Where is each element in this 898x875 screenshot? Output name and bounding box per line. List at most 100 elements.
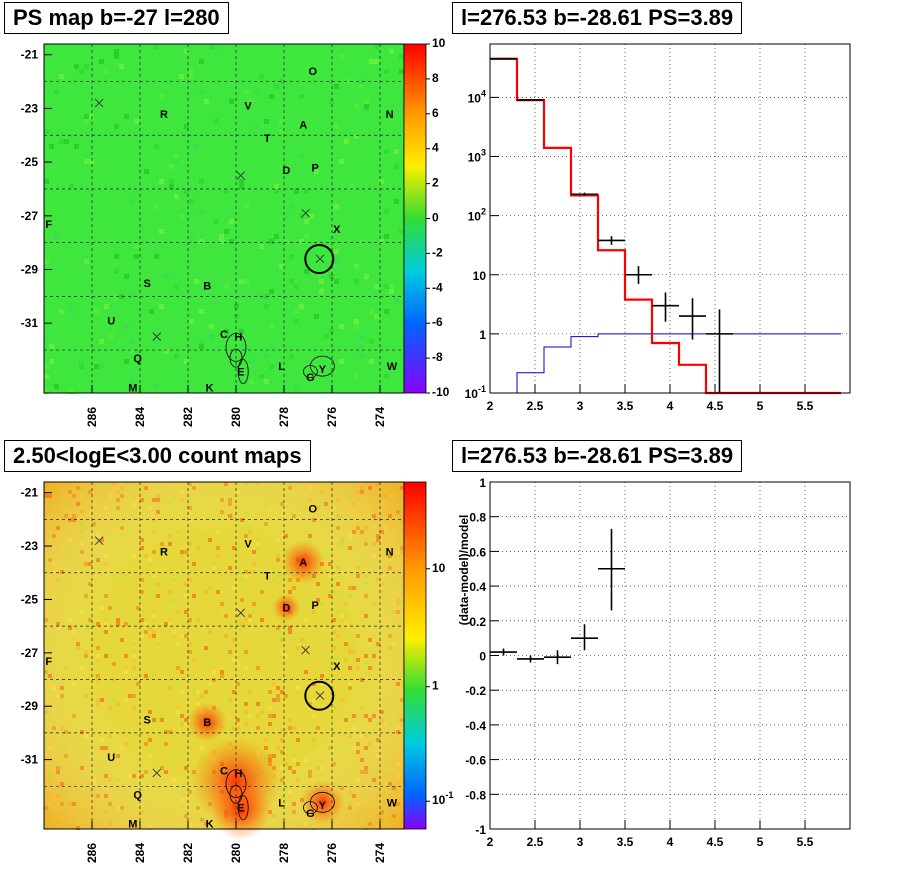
ps-map-pixel xyxy=(119,294,124,299)
count-map-source-label: V xyxy=(244,538,252,550)
ps-map-pixel xyxy=(84,259,89,264)
count-map-source-label: G xyxy=(306,808,315,820)
ps-map-pixel xyxy=(49,144,54,149)
ps-map-pixel xyxy=(194,144,199,149)
ps-map-pixel xyxy=(259,374,264,379)
ps-map-y-tick-label: -21 xyxy=(21,48,39,62)
count-map-source-label: W xyxy=(387,797,398,809)
ps-map-source-label: W xyxy=(387,361,398,373)
ps-map-pixel xyxy=(174,284,179,289)
ps-map-pixel xyxy=(164,349,169,354)
count-map-source-label: O xyxy=(309,504,318,516)
ps-map-pixel xyxy=(334,124,339,129)
ps-map-pixel xyxy=(384,209,389,214)
ps-map-pixel xyxy=(199,309,204,314)
ps-map-pixel xyxy=(339,359,344,364)
ps-map-pixel xyxy=(129,199,134,204)
ps-map-pixel xyxy=(369,359,374,364)
spectrum-x-tick-label: 5.5 xyxy=(797,399,814,413)
ps-map-pixel xyxy=(379,239,384,244)
count-map-source-label: U xyxy=(107,752,115,764)
ps-map-pixel xyxy=(199,344,204,349)
ps-map-pixel xyxy=(209,334,214,339)
ps-map-source-label: C xyxy=(220,329,228,341)
ps-map-pixel xyxy=(364,104,369,109)
ps-map-x-tick-label: 274 xyxy=(373,407,387,427)
ps-map-pixel xyxy=(364,109,369,114)
residual-data-point xyxy=(571,624,598,651)
count-map-x-tick-label: 282 xyxy=(181,843,195,863)
ps-map-pixel xyxy=(79,359,84,364)
ps-map-source-label: P xyxy=(312,162,319,174)
ps-map-pixel xyxy=(159,94,164,99)
ps-map-pixel xyxy=(134,119,139,124)
ps-map-pixel xyxy=(379,179,384,184)
ps-map-pixel xyxy=(44,389,49,394)
spectrum-x-tick-label: 5 xyxy=(757,399,764,413)
ps-map-pixel xyxy=(199,339,204,344)
ps-map-pixel xyxy=(249,359,254,364)
ps-map-pixel xyxy=(174,159,179,164)
ps-map-pixel xyxy=(224,329,229,334)
ps-map-pixel xyxy=(224,189,229,194)
ps-map-pixel xyxy=(384,149,389,154)
ps-map-pixel xyxy=(79,69,84,74)
count-map-y-tick-label: -25 xyxy=(21,592,39,606)
count-map-source-label: K xyxy=(206,819,214,831)
ps-map-pixel xyxy=(44,374,49,379)
count-map-source-label: X xyxy=(333,661,341,673)
ps-map-pixel xyxy=(174,154,179,159)
ps-map-pixel xyxy=(199,179,204,184)
ps-map-pixel xyxy=(229,219,234,224)
count-map-source-label: A xyxy=(299,557,307,569)
ps-map-source-label: D xyxy=(282,165,290,177)
spectrum-x-tick-label: 3 xyxy=(577,399,584,413)
ps-map-pixel xyxy=(134,349,139,354)
count-map-source-label: S xyxy=(144,715,151,727)
ps-map-pixel xyxy=(159,304,164,309)
spectrum-data-point xyxy=(571,192,598,196)
ps-map-pixel xyxy=(69,309,74,314)
count-map-source-label: H xyxy=(234,768,242,780)
ps-map-pixel xyxy=(164,274,169,279)
ps-map-pixel xyxy=(189,319,194,324)
ps-map-pixel xyxy=(359,84,364,89)
residual-data-point xyxy=(490,648,517,656)
ps-map-pixel xyxy=(304,234,309,239)
ps-map-pixel xyxy=(249,379,254,384)
ps-map-pixel xyxy=(99,364,104,369)
ps-map-pixel xyxy=(129,339,134,344)
ps-map-pixel xyxy=(199,89,204,94)
ps-map-pixel xyxy=(309,374,314,379)
count-map-contour xyxy=(237,795,249,821)
count-map-source-label: P xyxy=(312,600,319,612)
ps-map-pixel xyxy=(329,329,334,334)
ps-map-pixel xyxy=(84,64,89,69)
ps-map-pixel xyxy=(359,354,364,359)
ps-map-pixel xyxy=(309,214,314,219)
ps-map-pixel xyxy=(204,99,209,104)
ps-map-pixel xyxy=(214,219,219,224)
ps-map-pixel xyxy=(149,309,154,314)
ps-map-source-label: K xyxy=(206,383,214,395)
ps-map-pixel xyxy=(244,294,249,299)
ps-map-pixel xyxy=(364,274,369,279)
ps-map-pixel xyxy=(184,359,189,364)
ps-map-contour xyxy=(225,332,247,362)
count-colorbar-tick-label: 10-1 xyxy=(432,790,453,807)
spectrum-y-tick-label: 104 xyxy=(468,88,486,105)
residual-x-tick-label: 5 xyxy=(757,835,764,849)
ps-map-pixel xyxy=(84,119,89,124)
ps-map-pixel xyxy=(244,204,249,209)
residual-data-point xyxy=(598,528,625,611)
ps-map-pixel xyxy=(259,74,264,79)
ps-map-source-label: F xyxy=(45,219,52,231)
ps-map-pixel xyxy=(359,334,364,339)
ps-map-x-tick-label: 278 xyxy=(277,407,291,427)
ps-map-pixel xyxy=(399,54,404,59)
ps-map-target-circle xyxy=(304,244,335,275)
ps-map-pixel xyxy=(269,94,274,99)
ps-map-pixel xyxy=(334,249,339,254)
ps-map-source-label: U xyxy=(107,316,115,328)
